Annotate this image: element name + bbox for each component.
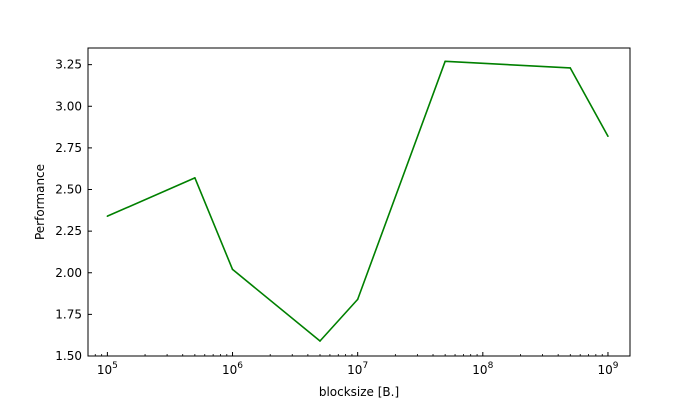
data-point xyxy=(106,215,109,217)
y-tick-label: 3.25 xyxy=(55,58,82,72)
plot-area xyxy=(106,60,609,342)
x-axis: 105 106 107 108 109 xyxy=(87,352,619,377)
x-tick-label: 109 xyxy=(597,361,618,377)
data-point xyxy=(444,60,446,63)
x-tick-label: 107 xyxy=(347,361,368,377)
data-point xyxy=(231,268,234,271)
x-tick-label: 108 xyxy=(472,361,493,377)
y-tick-label: 3.00 xyxy=(55,99,82,113)
y-tick-label: 2.25 xyxy=(55,224,82,238)
data-point xyxy=(569,67,572,69)
data-point xyxy=(356,298,359,301)
y-axis: 1.50 1.75 2.00 2.25 2.50 2.75 3.00 3.25 xyxy=(55,58,92,363)
axes-frame xyxy=(87,47,631,357)
data-point xyxy=(607,135,609,138)
x-tick-label: 105 xyxy=(97,361,118,377)
y-axis-label: Performance xyxy=(33,164,47,240)
y-tick-label: 2.00 xyxy=(55,266,82,280)
y-tick-label: 1.75 xyxy=(55,307,82,321)
x-axis-label: blocksize [B.] xyxy=(319,385,399,399)
data-point xyxy=(319,340,321,342)
data-point xyxy=(194,177,196,179)
series-line xyxy=(107,60,609,342)
y-tick-label: 2.75 xyxy=(55,141,82,155)
y-tick-label: 1.50 xyxy=(55,349,82,363)
y-tick-label: 2.50 xyxy=(55,183,82,197)
x-tick-label: 106 xyxy=(222,361,243,377)
